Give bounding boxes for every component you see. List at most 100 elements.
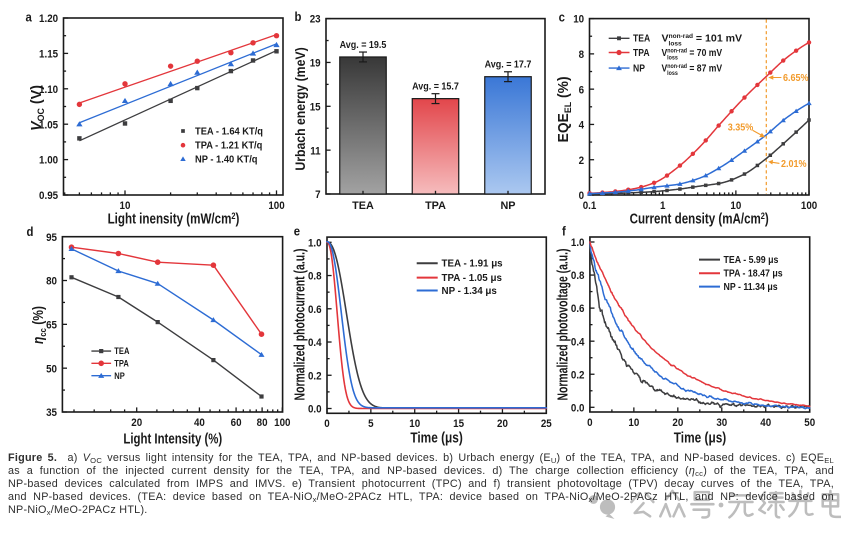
svg-text:10: 10 <box>409 417 420 430</box>
svg-text:0.6: 0.6 <box>308 303 322 316</box>
svg-text:8: 8 <box>579 48 585 61</box>
svg-text:TEA: TEA <box>352 200 374 212</box>
svg-text:35: 35 <box>46 406 57 419</box>
svg-text:50: 50 <box>46 363 57 376</box>
svg-text:NP - 1.40 KT/q: NP - 1.40 KT/q <box>195 154 258 165</box>
svg-text:0: 0 <box>587 416 593 429</box>
svg-text:c: c <box>559 10 565 25</box>
svg-text:15: 15 <box>310 101 321 114</box>
svg-text:TEA: TEA <box>114 347 129 357</box>
svg-text:a: a <box>25 10 31 25</box>
svg-text:0.4: 0.4 <box>308 336 322 349</box>
svg-text:6: 6 <box>579 84 585 97</box>
svg-text:NP - 1.34 μs: NP - 1.34 μs <box>442 286 498 297</box>
svg-text:1.0: 1.0 <box>571 236 585 249</box>
svg-text:1.00: 1.00 <box>39 154 58 167</box>
svg-text:Light Intensity (%): Light Intensity (%) <box>123 430 222 447</box>
svg-text:TPA - 1.05 μs: TPA - 1.05 μs <box>442 273 503 284</box>
svg-text:2: 2 <box>579 154 585 167</box>
svg-text:23: 23 <box>310 13 321 26</box>
svg-text:TEA - 5.99 μs: TEA - 5.99 μs <box>724 253 779 265</box>
svg-text:15: 15 <box>453 417 464 430</box>
svg-text:Normalized photocurrent (a.u.): Normalized photocurrent (a.u.) <box>292 249 308 401</box>
svg-text:0.6: 0.6 <box>571 303 585 316</box>
svg-text:0.2: 0.2 <box>571 369 585 382</box>
svg-text:20: 20 <box>672 416 683 429</box>
svg-text:Current density (mA/cm2): Current density (mA/cm2) <box>630 210 769 227</box>
svg-text:0.95: 0.95 <box>39 189 58 202</box>
svg-text:0.0: 0.0 <box>308 403 322 416</box>
svg-text:Avg. = 15.7: Avg. = 15.7 <box>412 81 459 93</box>
svg-text:20: 20 <box>131 416 142 429</box>
svg-text:1.10: 1.10 <box>39 83 58 96</box>
svg-text:40: 40 <box>194 416 205 429</box>
svg-text:TEA: TEA <box>633 33 650 44</box>
svg-text:NP: NP <box>114 371 125 381</box>
svg-text:Time (μs): Time (μs) <box>674 430 726 446</box>
svg-text:3.35%: 3.35% <box>728 122 754 134</box>
svg-text:40: 40 <box>760 416 771 429</box>
svg-text:Avg. = 19.5: Avg. = 19.5 <box>340 39 387 51</box>
svg-text:NP: NP <box>633 63 645 74</box>
svg-text:e: e <box>294 224 300 239</box>
svg-text:25: 25 <box>541 417 552 430</box>
svg-text:5: 5 <box>368 417 374 430</box>
svg-text:10: 10 <box>120 199 131 212</box>
svg-text:0.8: 0.8 <box>571 270 585 283</box>
svg-text:d: d <box>27 224 34 239</box>
svg-text:11: 11 <box>310 145 320 158</box>
svg-text:ηcc (%): ηcc (%) <box>30 306 48 344</box>
svg-text:100: 100 <box>268 199 284 212</box>
svg-text:1.05: 1.05 <box>39 119 58 132</box>
svg-text:80: 80 <box>257 416 268 429</box>
svg-text:20: 20 <box>497 417 508 430</box>
svg-text:10: 10 <box>573 13 584 26</box>
svg-text:Avg. = 17.7: Avg. = 17.7 <box>485 59 532 71</box>
svg-text:4: 4 <box>579 119 585 132</box>
svg-text:TPA: TPA <box>425 200 446 212</box>
svg-text:NP: NP <box>500 200 516 212</box>
svg-text:1.20: 1.20 <box>39 12 58 25</box>
svg-text:6.65%: 6.65% <box>783 72 809 84</box>
svg-text:Time (μs): Time (μs) <box>410 430 462 446</box>
svg-text:TEA - 1.64 KT/q: TEA - 1.64 KT/q <box>195 126 263 137</box>
svg-text:Light inensity (mW/cm2): Light inensity (mW/cm2) <box>108 210 240 227</box>
svg-text:TPA - 18.47 μs: TPA - 18.47 μs <box>724 267 783 279</box>
svg-text:30: 30 <box>716 416 727 429</box>
svg-text:10: 10 <box>628 416 639 429</box>
svg-text:100: 100 <box>274 416 290 429</box>
svg-text:NP - 11.34 μs: NP - 11.34 μs <box>724 280 778 292</box>
svg-text:Normalized photovoltage (a.u.): Normalized photovoltage (a.u.) <box>555 249 571 401</box>
svg-text:19: 19 <box>310 57 321 70</box>
svg-text:0: 0 <box>579 189 585 202</box>
svg-text:Urbach energy (meV): Urbach energy (meV) <box>292 47 308 170</box>
svg-text:0.1: 0.1 <box>583 199 597 212</box>
svg-text:0: 0 <box>324 417 330 430</box>
svg-text:100: 100 <box>801 199 817 212</box>
svg-text:60: 60 <box>231 416 242 429</box>
svg-text:1.15: 1.15 <box>39 48 58 61</box>
svg-text:95: 95 <box>46 231 57 244</box>
svg-text:TPA - 1.21 KT/q: TPA - 1.21 KT/q <box>195 140 262 151</box>
svg-text:TPA: TPA <box>114 359 129 369</box>
svg-text:50: 50 <box>804 416 815 429</box>
svg-text:0.8: 0.8 <box>308 270 322 283</box>
svg-text:0.0: 0.0 <box>571 402 585 415</box>
svg-text:EQEEL (%): EQEEL (%) <box>555 76 573 142</box>
svg-text:TEA - 1.91 μs: TEA - 1.91 μs <box>442 259 504 270</box>
svg-text:2.01%: 2.01% <box>781 158 807 170</box>
svg-text:0.4: 0.4 <box>571 336 585 349</box>
svg-text:TPA: TPA <box>633 47 650 58</box>
svg-text:VOC (V): VOC (V) <box>29 85 46 131</box>
svg-text:1: 1 <box>660 199 666 212</box>
svg-text:80: 80 <box>46 275 57 288</box>
svg-text:7: 7 <box>315 188 321 201</box>
svg-text:65: 65 <box>46 319 57 332</box>
svg-text:1.0: 1.0 <box>308 237 322 250</box>
svg-text:f: f <box>562 224 567 239</box>
svg-text:b: b <box>295 9 302 24</box>
svg-text:0.2: 0.2 <box>308 370 322 383</box>
svg-text:10: 10 <box>730 199 741 212</box>
